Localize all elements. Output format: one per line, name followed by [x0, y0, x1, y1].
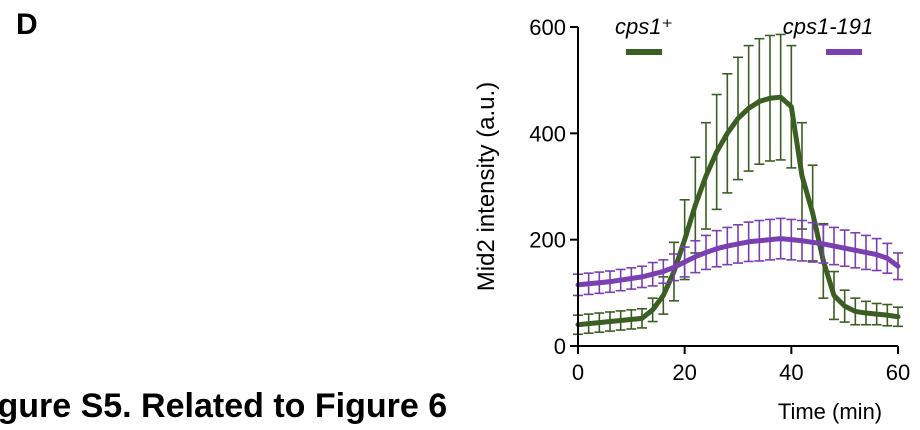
series-line	[575, 94, 901, 328]
y-tick-label: 0	[554, 334, 566, 359]
x-tick-label: 60	[886, 360, 910, 385]
x-tick-label: 40	[779, 360, 803, 385]
axes	[577, 27, 898, 347]
legend: cps1⁺ cps1-191	[615, 14, 874, 55]
x-tick-label: 0	[572, 360, 584, 385]
x-tick-label: 20	[672, 360, 696, 385]
y-tick-label: 400	[529, 121, 566, 146]
figure-caption: igure S5. Related to Figure 6	[0, 387, 448, 425]
legend-label: cps1-191	[783, 14, 874, 39]
legend-label: cps1⁺	[615, 14, 673, 39]
series-1	[573, 217, 903, 297]
ticks: 0 200 400 600 0 20 40 60	[529, 15, 910, 385]
y-tick-label: 600	[529, 15, 566, 40]
series-line	[575, 236, 901, 288]
x-axis-label: Time (min)	[778, 399, 882, 424]
panel-label: D	[16, 8, 38, 41]
plot-area	[573, 33, 903, 336]
y-tick-label: 200	[529, 228, 566, 253]
y-axis-label: Mid2 intensity (a.u.)	[473, 82, 500, 291]
series-0	[573, 33, 903, 336]
